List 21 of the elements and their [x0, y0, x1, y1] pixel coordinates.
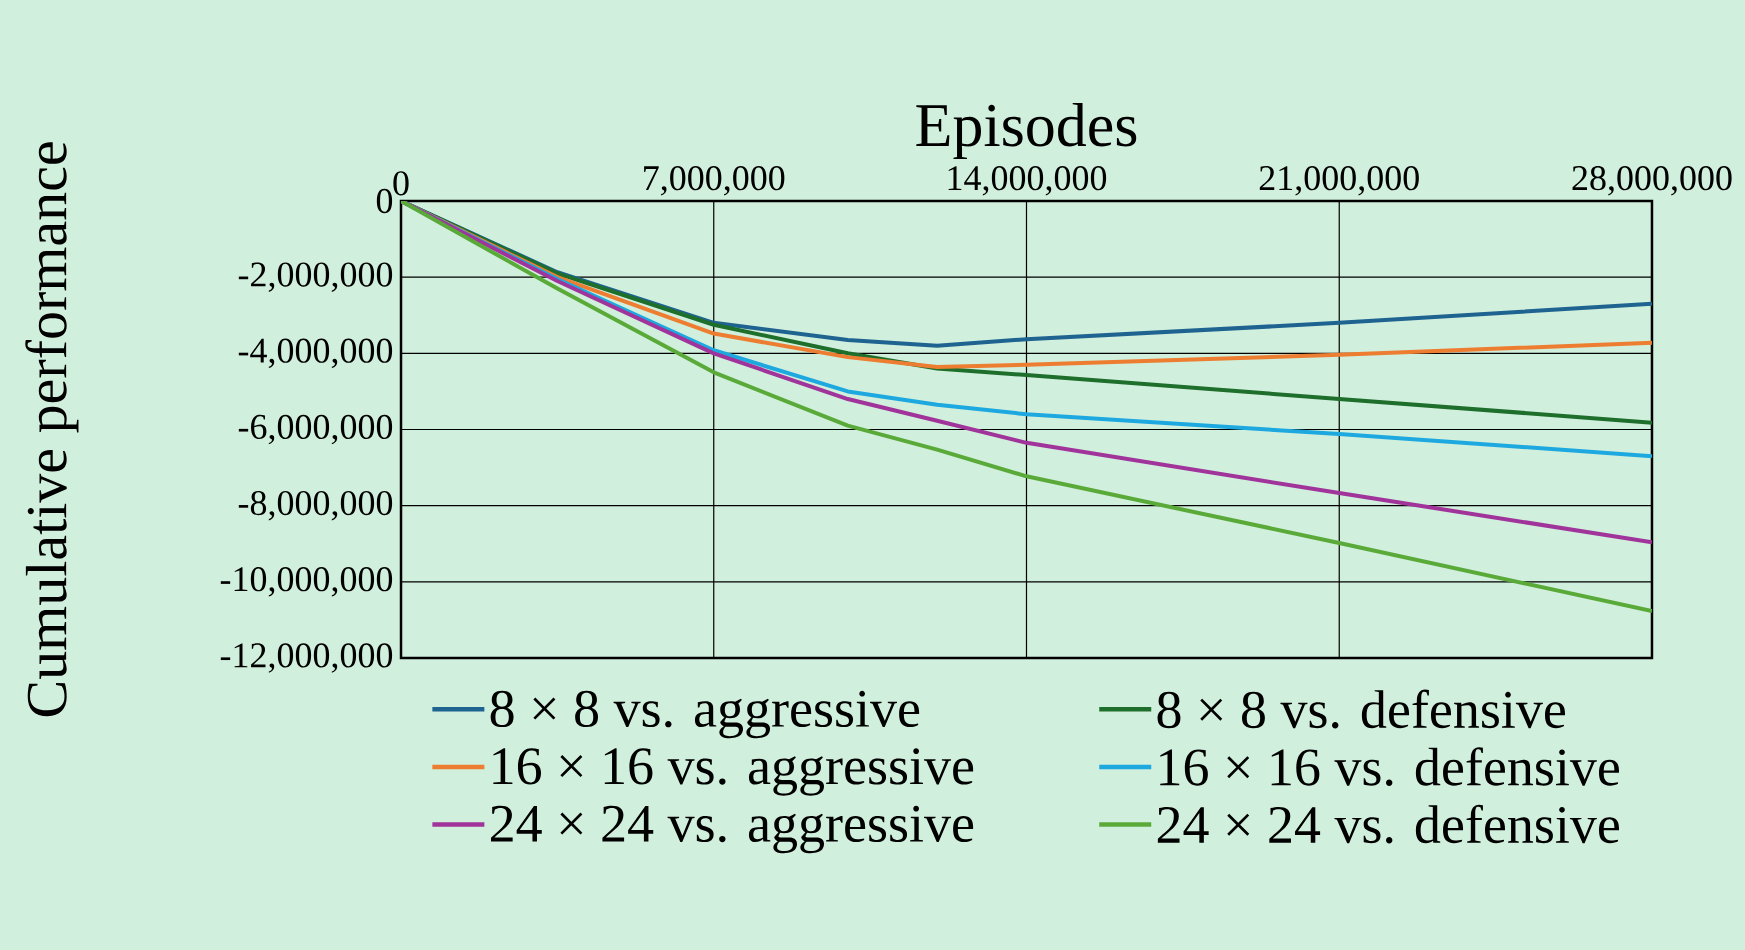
y-tick-label: -6,000,000 [238, 414, 393, 445]
x-tick-label: 21,000,000 [1259, 165, 1419, 196]
y-tick-label: -2,000,000 [238, 262, 393, 292]
y-tick-label: -8,000,000 [238, 490, 393, 521]
y-axis-title: Cumulative performance [25, 142, 79, 717]
x-tick-label: 28,000,000 [1572, 165, 1732, 196]
legend-label: 24 × 24 vs. aggressive [490, 805, 974, 854]
x-tick-label: 0 [393, 171, 409, 196]
x-axis-title: Episodes [916, 102, 1137, 160]
x-tick-label: 7,000,000 [644, 165, 785, 196]
legend-label: 16 × 16 vs. defensive [1160, 747, 1619, 786]
legend-label: 24 × 24 vs. defensive [1157, 804, 1619, 844]
y-tick-label: -10,000,000 [220, 567, 393, 597]
line-series [401, 200, 1652, 614]
legend-label: 8 × 8 vs. defensive [1157, 689, 1565, 729]
y-tick-label: -4,000,000 [238, 338, 393, 369]
x-tick-label: 14,000,000 [948, 165, 1107, 196]
legend-label: 8 × 8 vs. aggressive [490, 690, 920, 739]
legend-label: 16 × 16 vs. aggressive [493, 748, 974, 796]
y-tick-label: 0 [376, 188, 393, 214]
y-tick-label: -12,000,000 [220, 643, 393, 673]
